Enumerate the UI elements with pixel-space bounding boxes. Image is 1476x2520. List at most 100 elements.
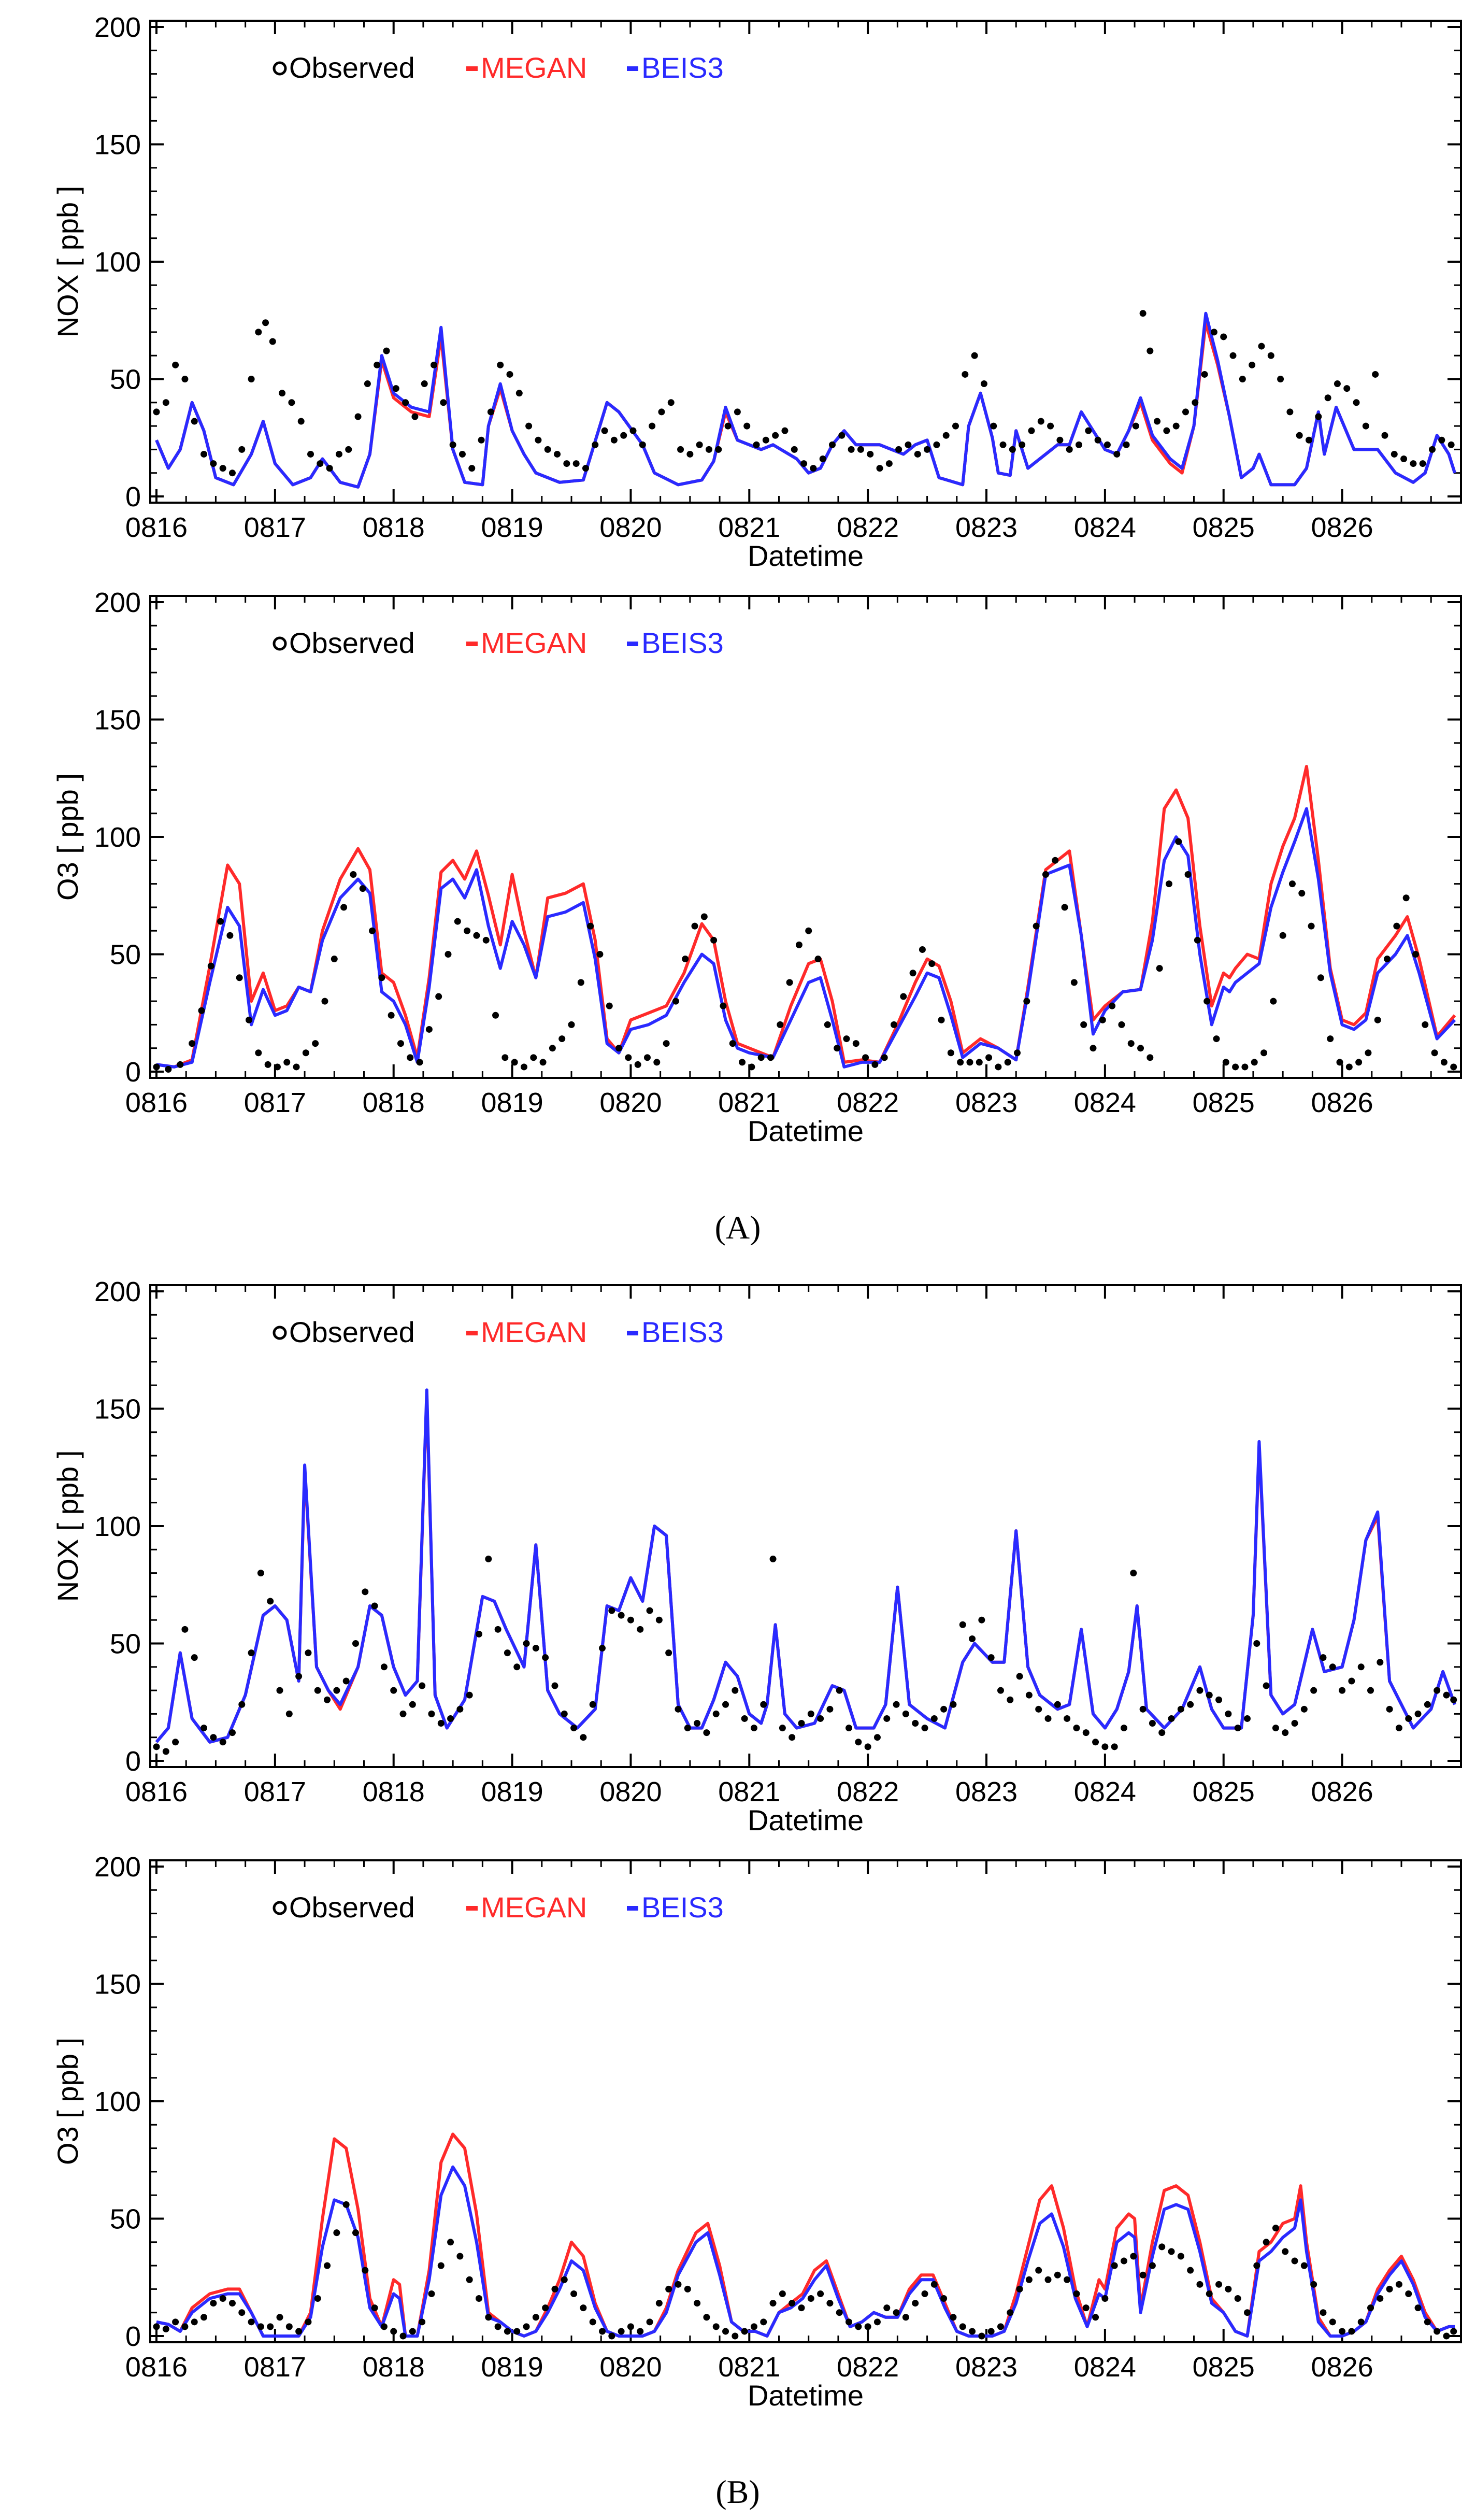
legend-beis3-label: BEIS3 (641, 1316, 724, 1348)
x-tick-label: 0821 (718, 1087, 780, 1118)
observed-point (1434, 2328, 1441, 2335)
observed-point (153, 408, 160, 416)
legend-megan-marker (466, 66, 478, 71)
y-tick-label: 200 (94, 12, 141, 43)
observed-point (1196, 2281, 1203, 2288)
observed-point (1391, 450, 1398, 458)
observed-point (1044, 1715, 1052, 1722)
observed-point (437, 1720, 445, 1727)
y-tick-label: 200 (94, 1852, 141, 1883)
observed-point (1123, 441, 1130, 448)
observed-point (1384, 956, 1391, 963)
y-tick-label: 150 (94, 1969, 141, 2000)
observed-point (999, 441, 1007, 448)
observed-point (675, 2281, 682, 2288)
observed-point (305, 2318, 312, 2326)
observed-point (535, 436, 542, 444)
observed-point (1028, 427, 1035, 434)
y-tick-label: 0 (125, 481, 141, 512)
x-tick-label: 0825 (1193, 1087, 1255, 1118)
observed-point (525, 422, 533, 430)
observed-point (805, 927, 812, 934)
observed-point (864, 2323, 871, 2330)
observed-point (1076, 441, 1083, 448)
observed-point (610, 436, 618, 444)
observed-point (1434, 1687, 1441, 1694)
observed-point (449, 441, 456, 448)
observed-point (374, 361, 381, 368)
observed-point (900, 993, 907, 1000)
x-tick-label: 0819 (481, 512, 543, 543)
observed-point (912, 2300, 919, 2307)
observed-point (504, 1649, 511, 1657)
observed-point (1253, 2262, 1260, 2269)
observed-point (798, 2304, 805, 2312)
observed-point (753, 441, 760, 448)
observed-point (549, 1045, 556, 1052)
observed-point (871, 1061, 879, 1068)
observed-point (1243, 2309, 1251, 2316)
observed-point (558, 1035, 566, 1043)
observed-point (1282, 2248, 1289, 2255)
observed-point (189, 1040, 196, 1047)
observed-point (950, 1701, 957, 1708)
observed-point (1137, 1045, 1144, 1052)
observed-point (909, 970, 916, 977)
observed-point (828, 441, 836, 448)
x-axis-title: Datetime (748, 539, 864, 572)
observed-point (1320, 1654, 1327, 1661)
x-tick-label: 0817 (244, 1087, 306, 1118)
observed-point (1249, 361, 1256, 368)
observed-point (769, 2300, 777, 2307)
observed-point (1104, 441, 1111, 448)
observed-point (532, 2314, 539, 2321)
observed-point (791, 446, 798, 453)
observed-point (1357, 2318, 1365, 2326)
observed-point (1414, 1710, 1422, 1717)
observed-point (305, 1649, 312, 1657)
observed-point (333, 2229, 340, 2237)
observed-point (383, 347, 390, 354)
observed-point (873, 1734, 881, 1741)
observed-point (777, 1021, 784, 1028)
observed-point (1085, 427, 1092, 434)
observed-point (210, 2300, 217, 2307)
legend-beis3-label: BEIS3 (641, 51, 724, 84)
observed-point (1203, 998, 1211, 1005)
observed-point (542, 1654, 549, 1661)
observed-point (627, 1616, 634, 1624)
observed-point (1042, 871, 1049, 878)
observed-point (599, 1645, 606, 1652)
x-tick-label: 0824 (1074, 1776, 1136, 1807)
observed-point (712, 1710, 720, 1717)
x-tick-label: 0816 (125, 2352, 188, 2383)
x-tick-label: 0818 (363, 512, 425, 543)
observed-point (200, 450, 208, 458)
observed-point (539, 1059, 547, 1066)
observed-point (867, 450, 874, 458)
observed-point (1395, 1725, 1402, 1732)
x-tick-label: 0823 (955, 512, 1018, 543)
observed-point (513, 1663, 521, 1671)
x-tick-label: 0818 (363, 2352, 425, 2383)
observed-point (297, 418, 305, 425)
legend-beis3-marker (627, 1906, 638, 1911)
observed-point (288, 399, 295, 406)
observed-point (997, 2323, 1004, 2330)
observed-point (257, 2323, 264, 2330)
observed-point (345, 446, 352, 453)
observed-point (219, 2295, 226, 2302)
y-tick-label: 0 (125, 1057, 141, 1088)
observed-point (340, 904, 348, 911)
observed-point (437, 2262, 445, 2269)
x-tick-label: 0822 (837, 1087, 899, 1118)
observed-point (497, 361, 504, 368)
observed-point (857, 446, 864, 453)
observed-point (1300, 1705, 1308, 1713)
observed-point (207, 962, 214, 970)
observed-point (743, 422, 751, 430)
observed-point (748, 1063, 755, 1071)
plot-area (153, 765, 1457, 1073)
observed-point (1127, 1040, 1135, 1047)
observed-point (1082, 2304, 1090, 2312)
